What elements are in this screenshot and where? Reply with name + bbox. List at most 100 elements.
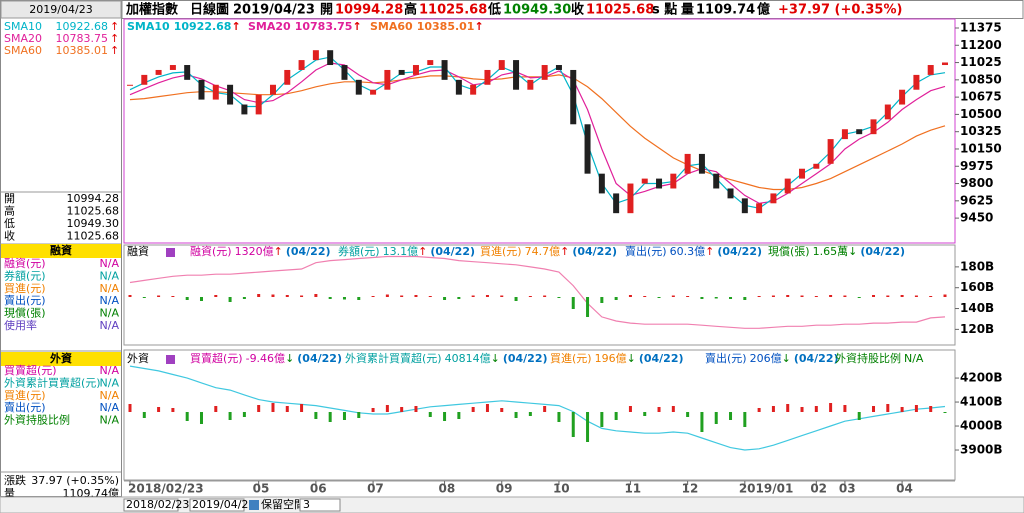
candle bbox=[756, 203, 763, 214]
ohlc-value: 11025.68 bbox=[67, 230, 120, 243]
row-value: N/A bbox=[100, 319, 120, 332]
change-bar bbox=[543, 295, 547, 297]
margin-header bbox=[1, 244, 121, 258]
x-tick-label: 05 bbox=[253, 482, 270, 496]
candle bbox=[684, 153, 691, 174]
net-bar bbox=[128, 404, 132, 412]
net-bar bbox=[528, 412, 532, 416]
candle bbox=[741, 198, 748, 214]
legend-date: (04/22) bbox=[503, 352, 548, 365]
legend-value: 206億 bbox=[750, 352, 782, 365]
sma-label: SMA60 bbox=[4, 44, 42, 57]
ohlc-label: 低 bbox=[4, 217, 15, 230]
sma-arrow: ↑ bbox=[110, 44, 119, 57]
reserve-box[interactable] bbox=[299, 498, 341, 512]
x-tick-label: 02 bbox=[810, 482, 827, 496]
net-bar bbox=[300, 404, 304, 412]
candle bbox=[312, 50, 319, 61]
candle bbox=[155, 69, 162, 75]
candle bbox=[527, 79, 534, 90]
change-bar bbox=[199, 297, 203, 301]
change-bar bbox=[342, 297, 346, 300]
y-tick-label: 4100B bbox=[960, 395, 1003, 409]
net-bar bbox=[242, 412, 246, 417]
net-bar bbox=[500, 408, 504, 412]
net-bar bbox=[714, 412, 718, 424]
net-bar bbox=[657, 407, 661, 412]
y-tick-label: 4000B bbox=[960, 419, 1003, 433]
net-bar bbox=[914, 405, 918, 412]
net-bar bbox=[457, 412, 461, 419]
y-tick-label: 180B bbox=[960, 259, 994, 273]
candle bbox=[298, 60, 305, 70]
low: 10949.30 bbox=[503, 3, 571, 18]
y-tick-label: 9800 bbox=[960, 176, 993, 190]
sma-value: 10385.01 bbox=[56, 44, 109, 57]
net-bar bbox=[400, 407, 404, 412]
change-bar bbox=[872, 295, 876, 297]
candle bbox=[698, 153, 705, 174]
x-tick-label: 03 bbox=[839, 482, 856, 496]
legend-arrow: ↓ bbox=[782, 352, 791, 365]
ohlc-value: 10994.28 bbox=[67, 192, 120, 205]
net-bar bbox=[771, 406, 775, 412]
candle bbox=[227, 84, 234, 105]
row-label: 買賣超(元) bbox=[4, 363, 57, 377]
net-bar bbox=[900, 407, 904, 412]
x-tick-label: 2019/01 bbox=[739, 482, 793, 496]
change-bar bbox=[271, 294, 275, 297]
candle bbox=[341, 65, 348, 80]
legend-value: 10783.75 bbox=[295, 20, 353, 33]
net-bar bbox=[171, 408, 175, 412]
y-tick-label: 120B bbox=[960, 322, 994, 336]
change-bar bbox=[571, 297, 575, 309]
candle bbox=[384, 69, 391, 90]
cumulative-line bbox=[129, 365, 946, 451]
ohlc-value: 11025.68 bbox=[67, 205, 120, 218]
legend-value: 60.3億 bbox=[670, 245, 706, 258]
candle bbox=[198, 79, 205, 100]
volume: 1109.74 bbox=[696, 3, 755, 18]
row-label: 買進(元) bbox=[4, 282, 46, 295]
candle bbox=[899, 89, 906, 105]
x-tick-label: 11 bbox=[624, 482, 641, 496]
net-bar bbox=[314, 412, 318, 419]
legend-value: 10385.01 bbox=[417, 20, 475, 33]
start-date-box[interactable] bbox=[123, 498, 179, 512]
x-tick-label: 06 bbox=[310, 482, 327, 496]
legend-arrow: ↓ bbox=[285, 352, 294, 365]
y-tick-label: 10150 bbox=[960, 141, 1002, 155]
change-bar bbox=[671, 295, 675, 297]
candle bbox=[470, 84, 477, 95]
y-tick-label: 11200 bbox=[960, 38, 1002, 52]
x-tick-label: 2018/02/23 bbox=[128, 482, 204, 496]
net-bar bbox=[600, 412, 604, 427]
legend-arrow: ↓ bbox=[491, 352, 500, 365]
reserve: 3 bbox=[303, 498, 310, 511]
candle bbox=[355, 79, 362, 95]
net-bar bbox=[157, 407, 161, 412]
legend-date: (04/22) bbox=[572, 245, 617, 258]
row-value: N/A bbox=[100, 307, 120, 320]
net-bar bbox=[428, 412, 432, 417]
y-tick-label: 160B bbox=[960, 280, 994, 294]
change-bar bbox=[400, 295, 404, 297]
change-bar bbox=[757, 296, 761, 297]
change-bar bbox=[285, 295, 289, 297]
icon[interactable] bbox=[249, 500, 259, 510]
ohlc-value: 10949.30 bbox=[67, 217, 120, 230]
sidebar-date-cell bbox=[0, 0, 122, 19]
legend-name: SMA10 bbox=[127, 20, 170, 33]
legend-arrow: ↓ bbox=[627, 352, 636, 365]
candle bbox=[598, 173, 605, 194]
y-tick-label: 4200B bbox=[960, 371, 1003, 385]
legend-item: 買進(元) 74.7億↑ (04/22) bbox=[480, 245, 617, 258]
row-value: N/A bbox=[100, 376, 120, 389]
foreign-header bbox=[1, 352, 121, 366]
end-date: 2019/04/23 bbox=[192, 498, 255, 511]
end-date-box[interactable] bbox=[189, 498, 245, 512]
sma-label: SMA10 bbox=[4, 20, 42, 33]
sma-arrow: ↑ bbox=[110, 32, 119, 45]
change-bar bbox=[471, 295, 475, 297]
